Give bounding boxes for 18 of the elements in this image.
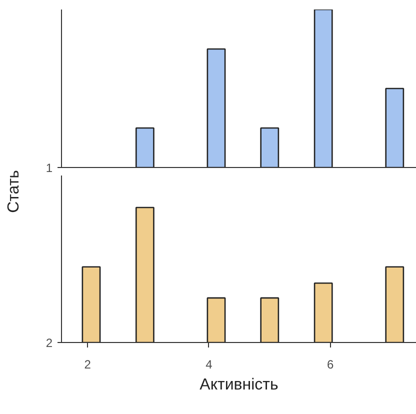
y-axis-title: Стать (4, 168, 24, 215)
x-tick-label: 4 (206, 358, 213, 372)
bar (260, 127, 280, 168)
bar (135, 206, 154, 342)
bar (260, 297, 280, 342)
text: 1 (46, 161, 53, 175)
bar (385, 88, 404, 168)
bar (385, 266, 404, 342)
x-tick-label: 2 (84, 358, 92, 372)
bar (206, 297, 226, 342)
bar (314, 282, 333, 342)
bar (206, 48, 226, 168)
bar (314, 10, 333, 168)
bar (82, 266, 101, 342)
text: 2 (46, 336, 53, 350)
x-tick-label: 6 (326, 358, 334, 372)
bar (135, 127, 154, 168)
x-axis-title: Активність (200, 376, 278, 394)
